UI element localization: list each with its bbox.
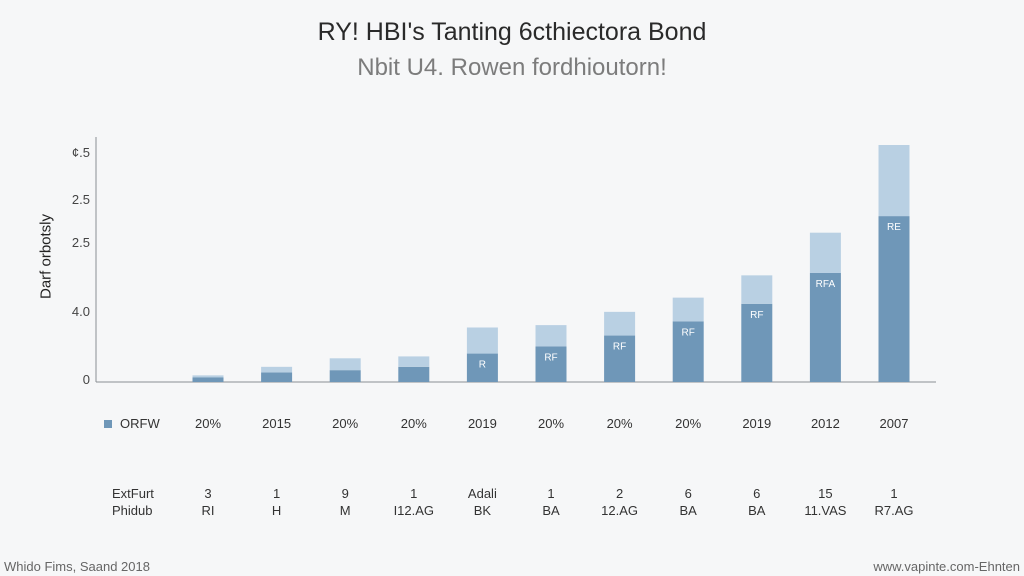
table-cell: 9	[341, 486, 349, 501]
bar-label: R	[479, 360, 486, 371]
table-row-label: Phidub	[112, 503, 153, 518]
bar-label: RF	[544, 352, 557, 363]
table-cell: 1	[547, 486, 555, 501]
x-tick-label: 20%	[401, 416, 427, 431]
bar-label: RE	[887, 222, 901, 233]
bar-base	[398, 366, 430, 382]
x-tick-label: 20%	[195, 416, 221, 431]
legend: ORFW	[104, 416, 160, 431]
bar-base	[466, 353, 498, 382]
table-cell: 11.VAS	[804, 503, 847, 518]
footer-url: www.vapinte.com-Ehnten	[873, 559, 1020, 574]
bar-top	[192, 375, 224, 378]
table-cell: RI	[201, 503, 215, 518]
table-cell: 1	[272, 486, 281, 501]
x-tick-label: 2012	[811, 416, 840, 431]
bar-label: RF	[682, 327, 695, 338]
table-cell: 15	[818, 486, 833, 501]
bar-top	[329, 358, 361, 371]
table-cell: 6	[753, 486, 761, 501]
bar-base	[261, 372, 293, 382]
x-tick-label: 20%	[332, 416, 358, 431]
table-cell: H	[271, 503, 282, 518]
table-cell: 3	[204, 486, 212, 501]
y-tick-label: 2.5	[72, 192, 90, 207]
y-tick-label: ¢.5	[72, 145, 90, 160]
x-tick-label: 20%	[607, 416, 633, 431]
table-cell: Adali	[467, 486, 497, 501]
bar-top	[466, 327, 498, 354]
bar-top	[809, 232, 841, 273]
bar-base	[878, 216, 910, 382]
bar-base	[809, 272, 841, 382]
table-cell: 1	[890, 486, 898, 501]
chart-title: RY! HBI's Tanting 6cthiectora Bond	[317, 18, 707, 46]
x-tick-label: 20%	[538, 416, 564, 431]
table-row-label: ExtFurt	[112, 486, 154, 501]
bar-top	[741, 275, 773, 304]
x-tick-label: 2007	[880, 416, 909, 431]
table-cell: 1	[410, 486, 418, 501]
table-cell: M	[339, 503, 351, 518]
bar-label: RF	[613, 342, 626, 353]
bar-top	[878, 145, 910, 217]
table-cell: BA	[748, 503, 766, 518]
table-cell: 2	[615, 486, 624, 501]
table-cell: I12.AG	[393, 503, 435, 518]
bar-base	[741, 303, 773, 382]
bar-base	[329, 370, 361, 382]
bar-base	[535, 346, 567, 382]
y-tick-label: 0	[83, 372, 90, 387]
x-tick-label: 20%	[675, 416, 701, 431]
bar-base	[192, 377, 224, 382]
legend-label: ORFW	[120, 416, 160, 431]
bar-top	[261, 366, 293, 373]
table-cell: BA	[542, 503, 560, 518]
table-cell: R7.AG	[874, 503, 914, 518]
chart-subtitle: Nbit U4. Rowen fordhioutorn!	[357, 54, 667, 81]
table-cell: 12.AG	[601, 503, 639, 518]
x-tick-label: 2015	[262, 416, 291, 431]
table-cell: BK	[473, 503, 492, 518]
y-tick-label: 2.5	[72, 235, 90, 250]
x-tick-label: 2019	[468, 416, 497, 431]
bar-top	[398, 356, 430, 367]
bar-label: RFA	[816, 279, 836, 290]
footer-source: Whido Fims, Saand 2018	[4, 559, 150, 574]
bar-chart: ¢.5 2.5 2.5 4.0 0 20% 2015 20% 20% R 2019 RF 20% RF 20…	[72, 137, 936, 431]
bar-label: RF	[750, 310, 763, 321]
legend-swatch	[104, 419, 112, 428]
table-cell: BA	[679, 503, 697, 518]
bar-top	[672, 297, 704, 322]
table-cell: 6	[684, 486, 692, 501]
bar-top	[535, 325, 567, 347]
y-tick-label: 4.0	[72, 304, 90, 319]
x-tick-label: 2019	[742, 416, 771, 431]
bar-top	[604, 311, 636, 336]
bar-base	[672, 321, 704, 382]
bar-base	[604, 335, 636, 382]
